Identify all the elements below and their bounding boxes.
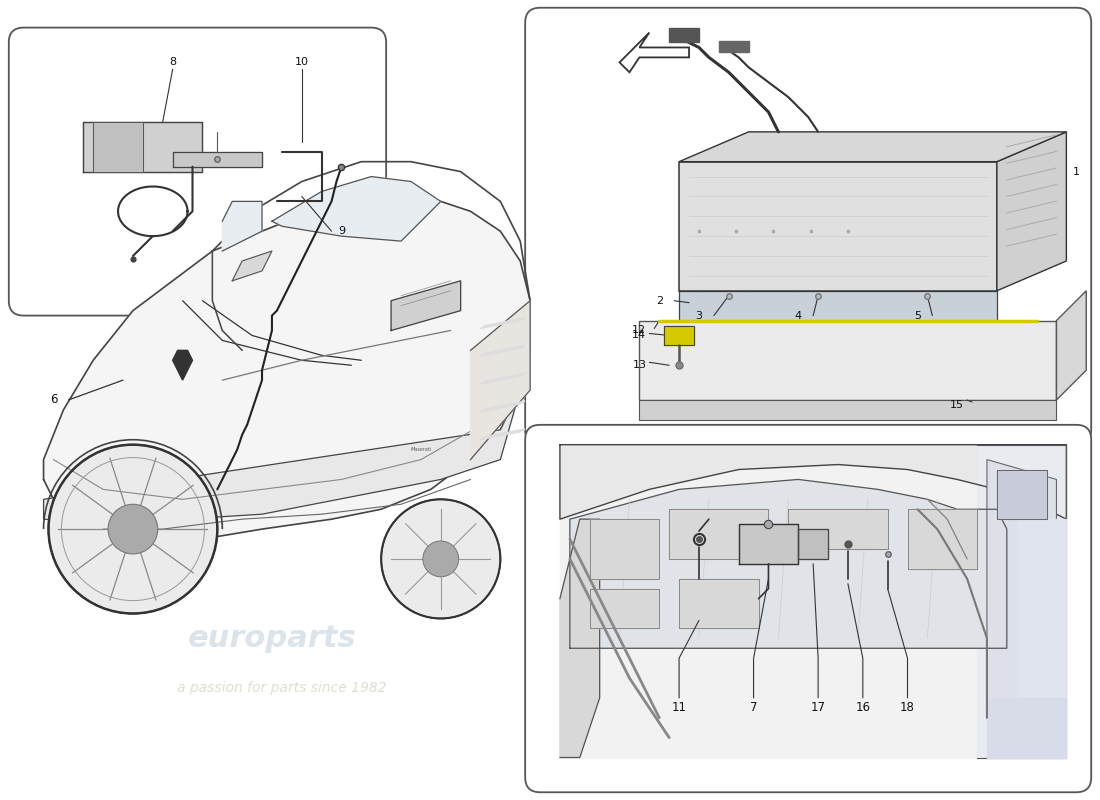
Polygon shape: [560, 445, 1066, 519]
Polygon shape: [977, 445, 1066, 758]
Circle shape: [48, 445, 218, 614]
Polygon shape: [560, 519, 600, 758]
Polygon shape: [471, 301, 530, 459]
Text: 8: 8: [169, 58, 176, 67]
Polygon shape: [94, 122, 143, 171]
Polygon shape: [679, 162, 997, 290]
Text: 1: 1: [1072, 166, 1080, 177]
Polygon shape: [987, 459, 1056, 718]
Circle shape: [108, 504, 157, 554]
Polygon shape: [1016, 519, 1066, 698]
Text: 15: 15: [950, 400, 965, 410]
Polygon shape: [590, 519, 659, 578]
Polygon shape: [789, 510, 888, 549]
Polygon shape: [590, 589, 659, 629]
Polygon shape: [560, 445, 1066, 758]
Circle shape: [382, 499, 500, 618]
Text: 4: 4: [794, 310, 802, 321]
Text: 11: 11: [672, 702, 686, 714]
Circle shape: [422, 541, 459, 577]
Polygon shape: [84, 122, 202, 171]
Text: 6: 6: [50, 394, 57, 406]
Polygon shape: [570, 479, 1007, 648]
Polygon shape: [987, 698, 1066, 758]
FancyBboxPatch shape: [525, 425, 1091, 792]
Text: a passion for parts since 1982: a passion for parts since 1982: [177, 681, 387, 695]
FancyBboxPatch shape: [9, 28, 386, 315]
Polygon shape: [679, 290, 997, 321]
Polygon shape: [718, 41, 749, 53]
Polygon shape: [481, 373, 525, 384]
Text: 5: 5: [914, 310, 921, 321]
Polygon shape: [619, 33, 689, 72]
Polygon shape: [222, 202, 262, 251]
Polygon shape: [669, 510, 769, 559]
Text: 10: 10: [295, 58, 309, 67]
Polygon shape: [679, 132, 1066, 162]
Text: europarts: europarts: [188, 624, 356, 653]
Text: 13: 13: [632, 360, 647, 370]
Polygon shape: [739, 524, 799, 564]
Polygon shape: [799, 529, 828, 559]
Polygon shape: [44, 191, 530, 539]
Polygon shape: [44, 390, 520, 524]
Polygon shape: [639, 400, 1056, 420]
Polygon shape: [997, 470, 1046, 519]
Polygon shape: [392, 281, 461, 330]
Polygon shape: [272, 177, 441, 241]
Polygon shape: [481, 346, 525, 356]
Polygon shape: [1056, 290, 1087, 400]
Text: 7: 7: [750, 702, 757, 714]
Polygon shape: [664, 326, 694, 346]
Text: 2: 2: [656, 296, 663, 306]
Text: Maserati: Maserati: [410, 447, 431, 452]
Text: 12: 12: [632, 326, 647, 335]
Text: 17: 17: [811, 702, 826, 714]
Polygon shape: [669, 28, 698, 42]
Text: 3: 3: [695, 310, 703, 321]
Polygon shape: [481, 318, 525, 329]
Polygon shape: [232, 251, 272, 281]
Polygon shape: [173, 350, 192, 380]
Text: 18: 18: [900, 702, 915, 714]
Polygon shape: [639, 321, 1056, 400]
Text: 9: 9: [338, 226, 345, 236]
Polygon shape: [481, 429, 525, 440]
Polygon shape: [679, 578, 759, 629]
Polygon shape: [173, 152, 262, 166]
Polygon shape: [481, 401, 525, 412]
Text: 16: 16: [856, 702, 870, 714]
Polygon shape: [908, 510, 977, 569]
FancyBboxPatch shape: [525, 8, 1091, 445]
Polygon shape: [997, 132, 1066, 290]
Text: 14: 14: [632, 330, 647, 341]
